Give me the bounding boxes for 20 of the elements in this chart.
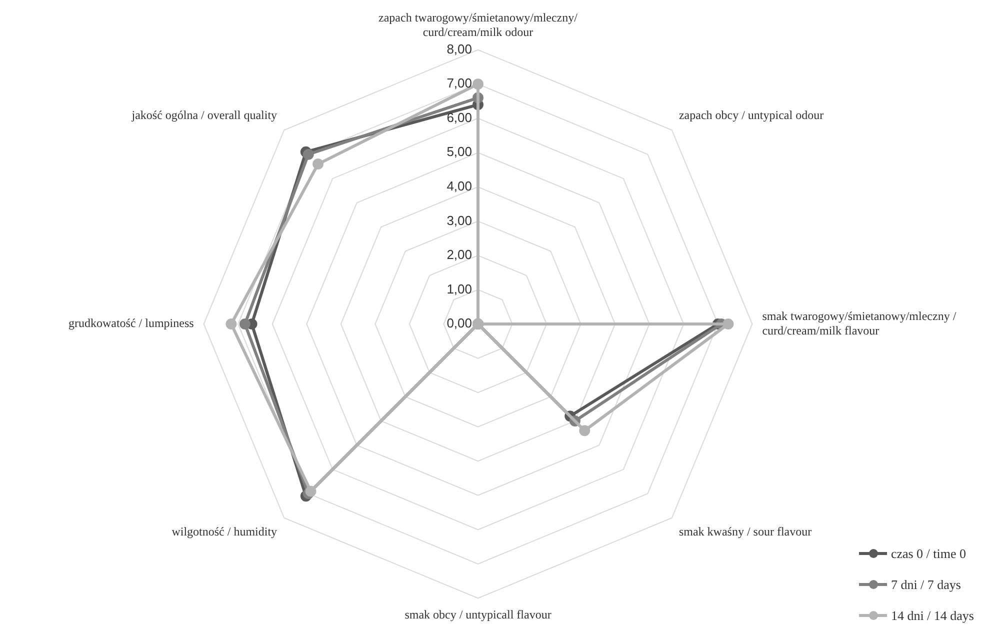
- legend-label: 7 dni / 7 days: [890, 576, 961, 592]
- spoke-label: smak kwaśny / sour flavour: [678, 524, 812, 538]
- legend-label: 14 dni / 14 days: [890, 608, 974, 624]
- y-tick-label: 8,00: [446, 41, 472, 56]
- spoke-label: smak twarogowy/śmietanowy/mleczny / curd/cream/milk flavour: [762, 308, 957, 338]
- y-tick-label: 1,00: [446, 281, 472, 296]
- spoke-label: grudkowatość / lumpiness: [68, 316, 194, 330]
- y-tick-label: 7,00: [446, 76, 472, 91]
- y-tick-label: 3,00: [446, 212, 472, 228]
- legend-label: czas 0 / time 0: [890, 546, 966, 562]
- y-tick-label: 4,00: [446, 178, 472, 194]
- y-tick-label: 2,00: [446, 247, 472, 262]
- spoke-label: jakość ogólna / overall quality: [130, 108, 278, 122]
- y-tick-label: 6,00: [446, 110, 472, 125]
- spoke-label: zapach obcy / untypical odour: [678, 108, 824, 122]
- spoke-label: wilgotność / humidity: [172, 524, 278, 538]
- y-tick-label: 0,00: [446, 316, 472, 331]
- spoke-label: smak obcy / untypicall flavour: [404, 608, 552, 622]
- spoke-label: zapach twarogowy/śmietanowy/mleczny/ curd/cream/milk odour: [378, 10, 578, 39]
- y-tick-label: 5,00: [446, 144, 472, 160]
